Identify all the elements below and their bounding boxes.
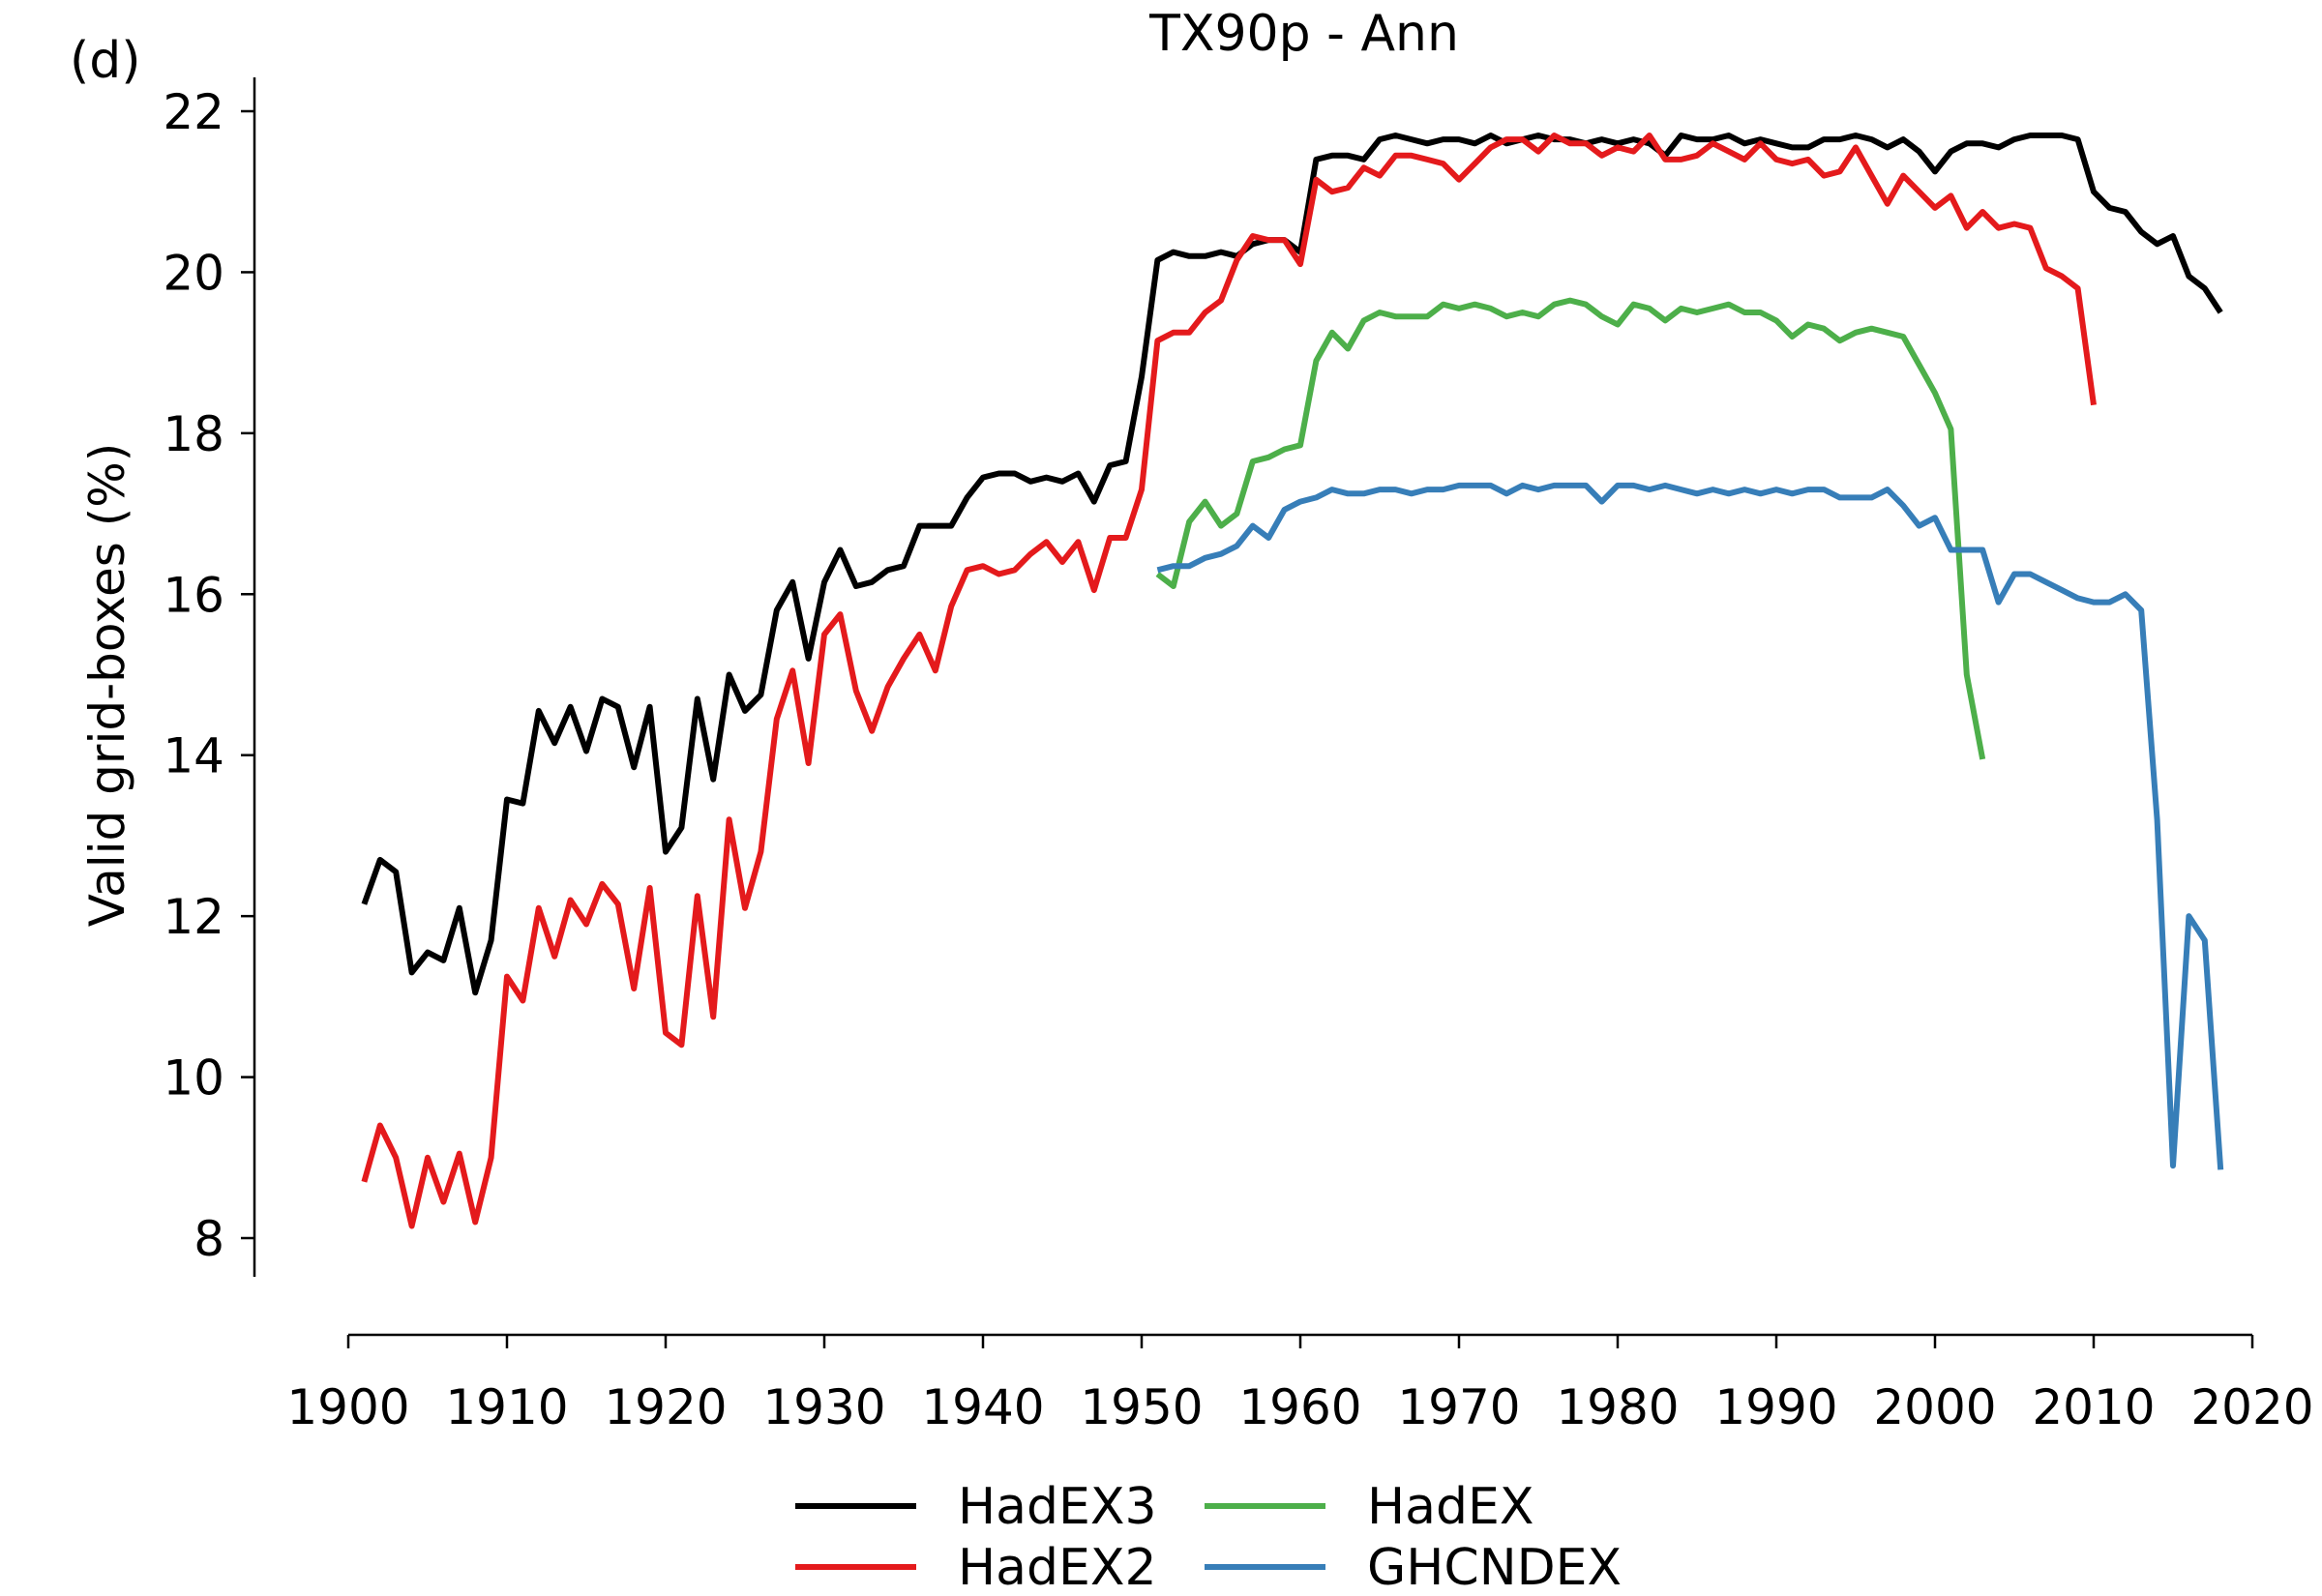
chart-title: TX90p - Ann	[1148, 5, 1459, 63]
legend-label: HadEX3	[958, 1478, 1157, 1536]
x-tick-label: 1990	[1714, 1379, 1837, 1435]
series-line-hadex2	[361, 133, 2097, 1229]
legend-item-hadex3: HadEX3	[795, 1478, 1157, 1536]
y-tick-label: 12	[163, 889, 224, 945]
series-line-hadex	[1155, 297, 1986, 760]
legend-item-ghcndex: GHCNDEX	[1205, 1539, 1622, 1596]
x-tick-label: 1960	[1238, 1379, 1361, 1435]
x-tick-label: 1940	[921, 1379, 1044, 1435]
x-tick-label: 1930	[762, 1379, 885, 1435]
x-tick-label: 2010	[2032, 1379, 2155, 1435]
y-tick-label: 8	[194, 1211, 224, 1267]
legend-label: GHCNDEX	[1367, 1539, 1622, 1596]
legend-label: HadEX	[1367, 1478, 1533, 1536]
legend-item-hadex2: HadEX2	[795, 1539, 1157, 1596]
y-tick-label: 14	[163, 728, 224, 784]
legend-item-hadex: HadEX	[1205, 1478, 1533, 1536]
x-tick-label: 1980	[1556, 1379, 1679, 1435]
y-tick-label: 18	[163, 406, 224, 462]
y-axis-label: Valid grid-boxes (%)	[79, 443, 135, 927]
x-tick-label: 1920	[604, 1379, 727, 1435]
x-tick-label: 1910	[445, 1379, 568, 1435]
plot-area	[361, 133, 2224, 1229]
y-tick-label: 22	[163, 84, 224, 140]
x-tick-label: 1970	[1397, 1379, 1520, 1435]
y-tick-label: 20	[163, 245, 224, 301]
x-axis: 1900 1910 1920 1930 1940 1950 1960 1970 1980 1990…	[286, 1333, 2314, 1435]
legend-label: HadEX2	[958, 1539, 1157, 1596]
x-tick-label: 1950	[1080, 1379, 1203, 1435]
series-line-ghcndex	[1156, 482, 2224, 1170]
x-tick-label: 2000	[1873, 1379, 1996, 1435]
x-tick-label: 1900	[286, 1379, 409, 1435]
series-line-hadex3	[361, 133, 2223, 996]
panel-label: (d)	[70, 32, 141, 90]
y-tick-label: 10	[163, 1050, 224, 1107]
x-tick-label: 2020	[2190, 1379, 2313, 1435]
y-axis: 8 10 12 14 16 18 20 22	[163, 77, 256, 1277]
y-tick-label: 16	[163, 567, 224, 623]
